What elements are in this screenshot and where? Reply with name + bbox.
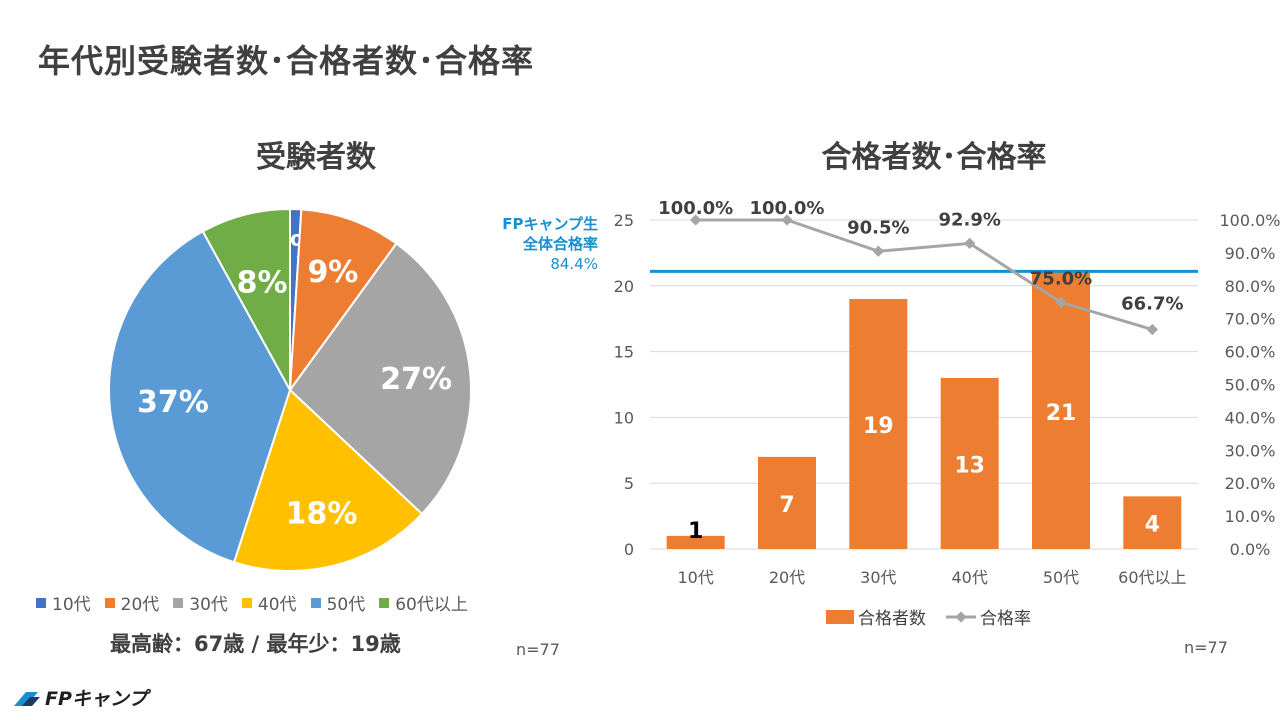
x-tick-label: 60代以上	[1118, 568, 1186, 587]
rate-value-label: 75.0%	[1030, 268, 1092, 289]
y-left-tick: 0	[624, 540, 634, 559]
bar-line-chart: 0 5 10 15 20 25 0.0% 10.0% 20.0% 30.0% 40.0% 50.0% 6…	[614, 198, 1280, 587]
pie-legend-item-60代以上: 60代以上	[379, 590, 468, 615]
rate-point	[1055, 296, 1067, 308]
bar-60代以上	[1123, 496, 1182, 549]
y-right-tick: 30.0%	[1225, 441, 1276, 460]
x-tick-label: 50代	[1043, 568, 1079, 587]
pie-legend: 10代 20代 30代 40代 50代 60代以上	[36, 590, 468, 615]
y-left-tick: 20	[614, 277, 634, 296]
pie-legend-label: 60代以上	[395, 595, 468, 615]
legend-bar-label: 合格者数	[858, 609, 926, 629]
pie-label-50代: 37%	[137, 385, 209, 420]
bar-value-label: 4	[1145, 513, 1160, 538]
pie-chart-title: 受験者数	[256, 140, 376, 175]
bar-value-label: 21	[1046, 401, 1077, 426]
y-right-tick: 90.0%	[1225, 244, 1276, 263]
y-right-tick: 80.0%	[1225, 277, 1276, 296]
bar-30代	[849, 298, 908, 549]
y-right-tick: 100.0%	[1219, 211, 1280, 230]
x-tick-label: 20代	[769, 568, 805, 587]
rate-point	[690, 214, 702, 226]
pie-label-60代以上: 8%	[237, 265, 288, 300]
pie-slice-60代以上	[201, 207, 291, 391]
legend-item-bar: 合格者数	[826, 604, 926, 629]
bar-50代	[1032, 272, 1090, 549]
y-left-tick: 25	[614, 211, 634, 230]
pie-slice-20代	[288, 208, 398, 394]
legend-bar-swatch	[826, 609, 854, 624]
logo-text: FPキャンプ	[45, 688, 148, 710]
rate-point	[872, 245, 884, 257]
legend-line-label: 合格率	[980, 609, 1031, 629]
page-title: 年代別受験者数･合格者数･合格率	[38, 42, 535, 80]
bar-20代	[758, 456, 816, 549]
pie-label-40代: 18%	[286, 497, 358, 532]
fp-reference-label-line2: 全体合格率	[522, 235, 598, 253]
bar-chart-title: 合格者数･合格率	[821, 140, 1047, 175]
pie-legend-swatch	[241, 597, 252, 608]
age-note: 最高齢：67歳 / 最年少：19歳	[110, 632, 401, 656]
bar-value-label: 13	[954, 453, 985, 478]
x-tick-label: 30代	[860, 568, 896, 587]
pie-legend-swatch	[379, 597, 390, 608]
rate-value-label: 92.9%	[938, 209, 1000, 230]
bar-chart-legend: 合格者数 合格率	[826, 604, 1031, 629]
rate-line	[695, 218, 1153, 331]
bar-40代	[940, 377, 999, 549]
pie-legend-label: 40代	[257, 595, 297, 615]
y-right-tick: 50.0%	[1225, 376, 1276, 395]
rate-point	[1146, 323, 1158, 336]
y-right-tick: 70.0%	[1225, 310, 1276, 329]
pie-label-20代: 9%	[307, 255, 358, 290]
pie-legend-item-30代: 30代	[173, 590, 228, 615]
pie-legend-swatch	[104, 597, 115, 608]
x-tick-label: 40代	[951, 568, 987, 587]
y-right-tick: 10.0%	[1225, 507, 1276, 526]
pie-legend-label: 30代	[189, 595, 228, 615]
legend-line-swatch	[946, 610, 976, 623]
x-tick-label: 10代	[677, 568, 713, 587]
fp-reference-label-value: 84.4%	[550, 255, 598, 273]
pie-label-30代: 27%	[380, 362, 452, 397]
pie-slice-40代	[232, 388, 424, 572]
pie-legend-label: 20代	[120, 595, 160, 615]
rate-point	[781, 214, 793, 226]
fp-reference-label-line1: FPキャンプ生	[502, 215, 598, 233]
rate-point	[964, 237, 976, 250]
y-left-tick: 5	[624, 474, 634, 493]
pie-slice-50代	[108, 230, 292, 564]
pie-chart: 1%9%27%18%37%8%	[108, 207, 472, 572]
pie-legend-label: 50代	[326, 595, 366, 615]
legend-item-line: 合格率	[946, 604, 1031, 629]
pie-legend-item-10代: 10代	[36, 590, 91, 615]
pie-legend-swatch	[36, 597, 46, 608]
bar-value-label: 1	[688, 519, 703, 544]
pie-n-label: n=77	[516, 640, 560, 659]
y-right-tick: 20.0%	[1225, 474, 1276, 493]
y-right-tick: 60.0%	[1225, 343, 1276, 362]
y-left-tick: 15	[614, 343, 634, 362]
pie-legend-label: 10代	[52, 595, 91, 615]
y-left-tick: 10	[614, 408, 634, 427]
pie-legend-swatch	[173, 597, 184, 608]
pie-slice-30代	[288, 242, 472, 516]
y-right-tick: 0.0%	[1230, 540, 1271, 559]
rate-value-label: 100.0%	[750, 198, 825, 219]
rate-value-label: 100.0%	[658, 198, 733, 219]
y-right-tick: 40.0%	[1225, 408, 1276, 427]
pie-legend-item-20代: 20代	[104, 590, 160, 615]
bar-10代	[666, 535, 725, 549]
logo-mark-icon	[14, 691, 40, 706]
rate-value-label: 90.5%	[847, 217, 909, 238]
fp-reference-label: FPキャンプ生 全体合格率 84.4%	[470, 214, 598, 274]
pie-legend-item-40代: 40代	[241, 590, 297, 615]
bar-n-label: n=77	[1184, 638, 1228, 657]
pie-legend-item-50代: 50代	[310, 590, 366, 615]
bar-value-label: 19	[863, 414, 894, 439]
bar-value-label: 7	[779, 493, 794, 518]
rate-value-label: 66.7%	[1121, 294, 1183, 315]
fp-camp-logo: FPキャンプ	[12, 684, 147, 711]
pie-legend-swatch	[310, 597, 321, 608]
